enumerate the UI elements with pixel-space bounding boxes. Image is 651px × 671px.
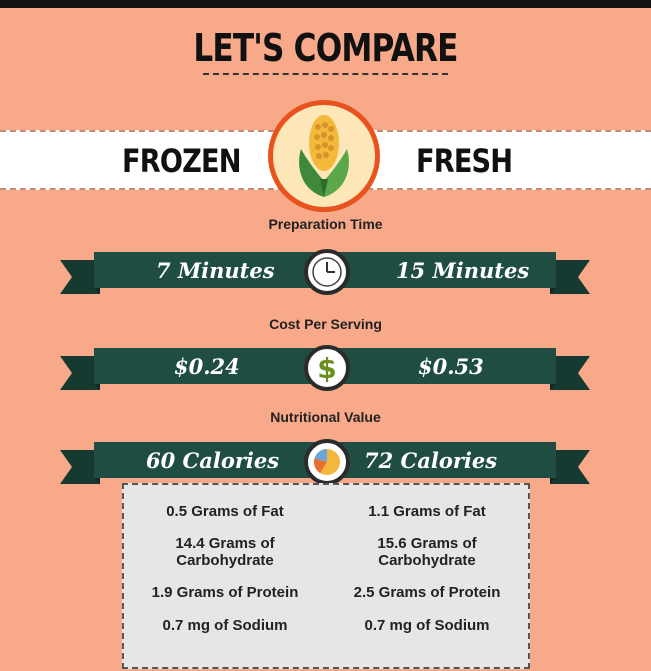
pie-chart-badge — [304, 439, 350, 485]
fresh-prep-time: 15 Minutes — [396, 258, 530, 283]
fresh-sodium: 0.7 mg of Sodium — [364, 617, 490, 634]
clock-icon — [312, 257, 342, 287]
section-label-preparation-time: Preparation Time — [268, 216, 383, 232]
frozen-sodium: 0.7 mg of Sodium — [162, 617, 288, 634]
fresh-carbohydrate: 15.6 Grams of Carbohydrate — [377, 535, 477, 569]
svg-text:$: $ — [317, 352, 336, 385]
frozen-protein: 1.9 Grams of Protein — [151, 584, 299, 601]
frozen-calories: 60 Calories — [146, 448, 280, 473]
page-title: LET'S COMPARE — [193, 26, 458, 70]
pie-chart-icon — [314, 449, 340, 475]
frozen-cost: $0.24 — [174, 354, 240, 379]
frozen-carbohydrate: 14.4 Grams of Carbohydrate — [175, 535, 275, 569]
right-label: FRESH — [416, 142, 513, 180]
corn-icon — [299, 115, 349, 197]
clock-badge — [304, 249, 350, 295]
frozen-fat: 0.5 Grams of Fat — [166, 503, 284, 520]
fresh-cost: $0.53 — [418, 354, 484, 379]
fresh-protein: 2.5 Grams of Protein — [353, 584, 501, 601]
section-label-cost-per-serving: Cost Per Serving — [269, 316, 382, 332]
top-bar — [0, 0, 651, 8]
fresh-calories: 72 Calories — [364, 448, 498, 473]
corn-badge — [268, 100, 380, 212]
fresh-fat: 1.1 Grams of Fat — [368, 503, 486, 520]
nutrition-details-box: 0.5 Grams of Fat 1.1 Grams of Fat 14.4 G… — [122, 483, 530, 669]
dollar-icon: $ — [317, 352, 336, 385]
section-label-nutritional-value: Nutritional Value — [270, 409, 381, 425]
frozen-prep-time: 7 Minutes — [156, 258, 275, 283]
dollar-badge: $ — [304, 345, 350, 391]
left-label: FROZEN — [122, 142, 241, 180]
title-underline — [203, 73, 448, 75]
